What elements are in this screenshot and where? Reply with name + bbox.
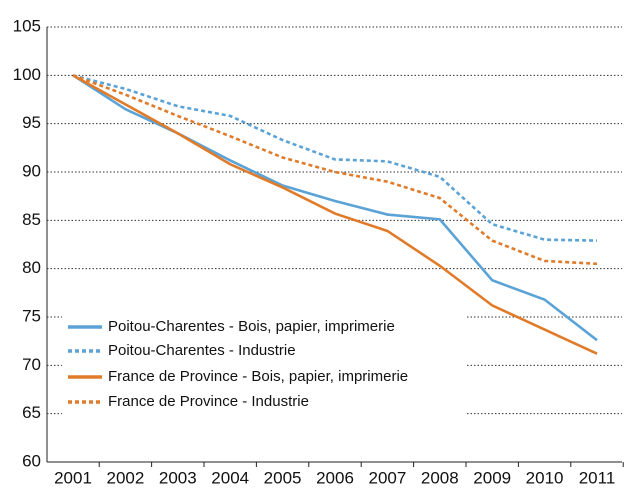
y-tick-label: 70 [22,355,41,374]
x-tick-label: 2007 [368,468,406,487]
series-line [72,74,598,342]
x-tick-label: 2008 [421,468,459,487]
x-tick-label: 2011 [579,468,616,487]
legend-label: Poitou-Charentes - Bois, papier, imprime… [108,318,395,335]
series-line [72,74,598,355]
y-tick-label: 85 [22,210,41,229]
legend-label: Poitou-Charentes - Industrie [108,342,296,359]
series-line [72,74,598,242]
y-tick-label: 100 [13,65,41,84]
y-tick-label: 95 [22,113,41,132]
legend-label: France de Province - Bois, papier, impri… [108,368,408,385]
x-tick-label: 2001 [54,468,92,487]
y-tick-label: 90 [22,161,41,180]
y-tick-label: 65 [22,403,41,422]
series-line [72,74,598,266]
legend-label: France de Province - Industrie [108,393,309,410]
x-tick-label: 2010 [526,468,564,487]
x-tick-label: 2006 [316,468,354,487]
x-tick-label: 2003 [159,468,197,487]
x-tick-label: 2009 [473,468,511,487]
x-tick-label: 2004 [211,468,249,487]
y-tick-label: 60 [22,451,41,470]
x-tick-label: 2002 [106,468,144,487]
y-tick-label: 105 [13,16,41,35]
y-tick-label: 80 [22,258,41,277]
y-tick-label: 75 [22,306,41,325]
x-tick-label: 2005 [264,468,302,487]
legend-box [62,312,467,416]
